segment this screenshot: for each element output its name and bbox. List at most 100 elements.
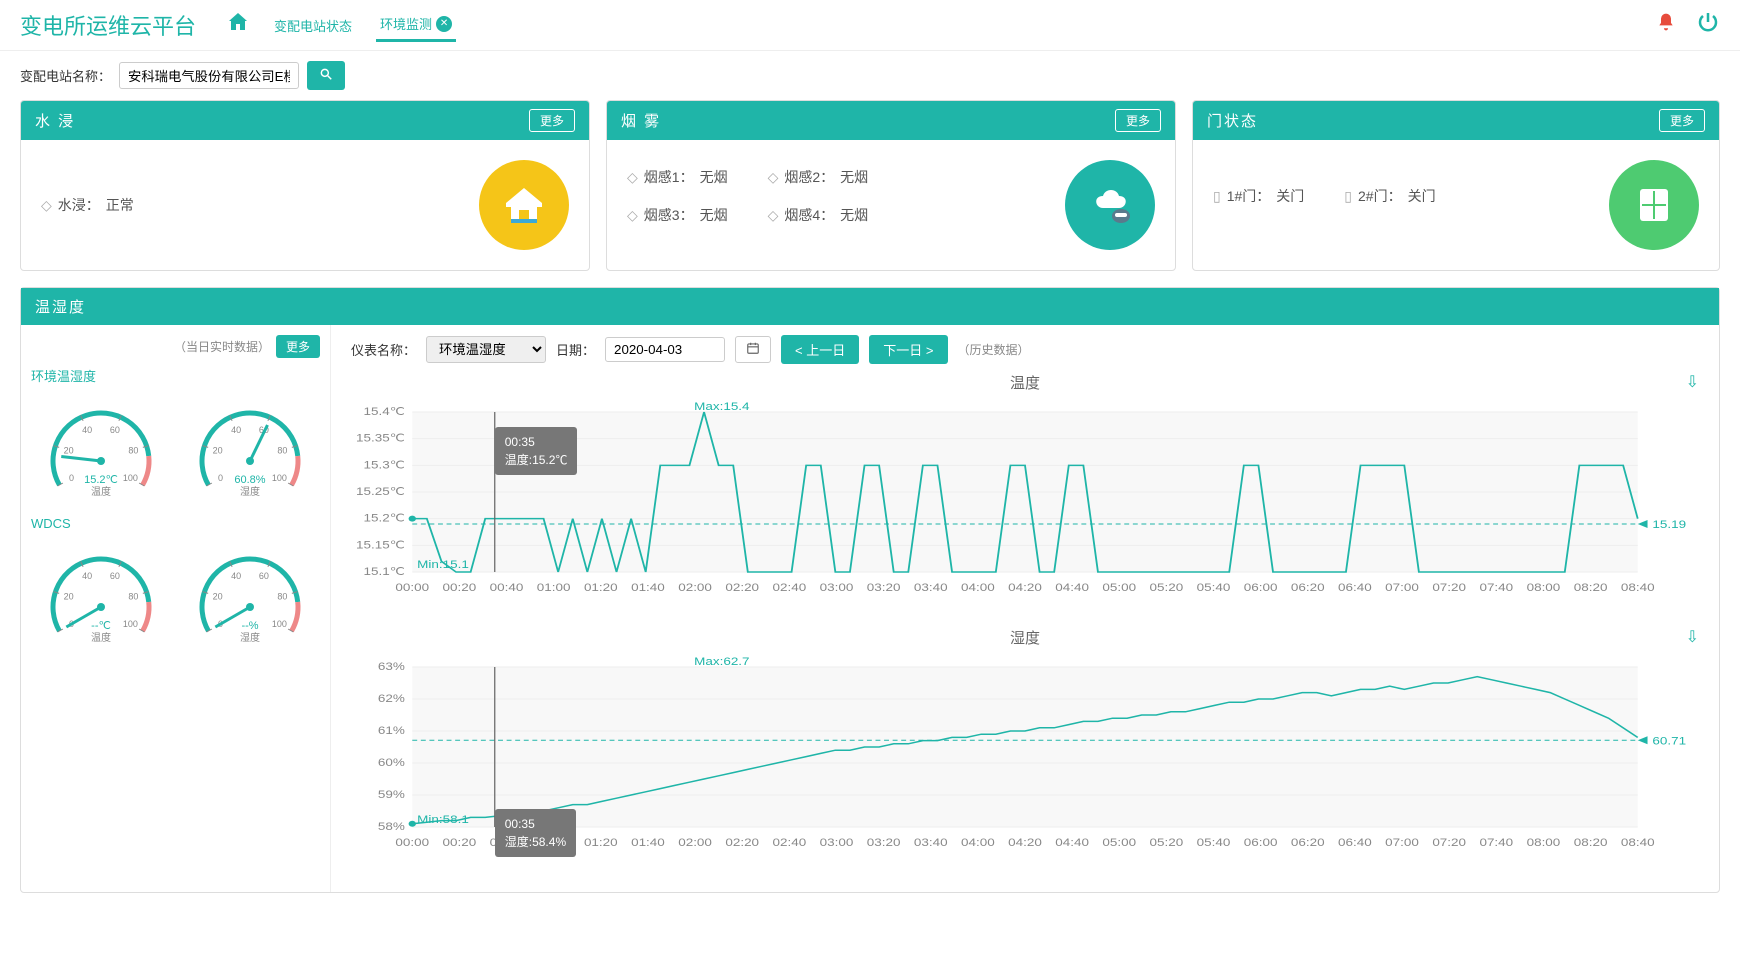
door-status-item: ▯2#门：关门 <box>1344 186 1435 206</box>
gauges-more-button[interactable]: 更多 <box>276 335 320 358</box>
svg-text:07:00: 07:00 <box>1385 836 1419 849</box>
calendar-button[interactable] <box>735 336 771 363</box>
meter-select[interactable]: 环境温湿度 <box>426 336 546 363</box>
svg-text:80: 80 <box>128 445 138 455</box>
svg-text:20: 20 <box>213 591 223 601</box>
date-input[interactable] <box>605 337 725 362</box>
tab-station-status[interactable]: 变配电站状态 <box>270 8 356 42</box>
search-button[interactable] <box>307 61 345 90</box>
gauge: 020406080100 15.2℃ 温度 <box>36 391 166 504</box>
svg-text:15.25℃: 15.25℃ <box>356 485 405 498</box>
svg-text:04:40: 04:40 <box>1055 836 1089 849</box>
svg-text:06:20: 06:20 <box>1291 836 1325 849</box>
prev-day-button[interactable]: < 上一日 <box>781 335 859 364</box>
meter-label: 仪表名称： <box>351 340 416 359</box>
download-icon[interactable]: ⇩ <box>1686 372 1699 392</box>
svg-text:07:20: 07:20 <box>1432 581 1466 594</box>
next-day-button[interactable]: 下一日 > <box>869 335 947 364</box>
svg-text:01:40: 01:40 <box>631 836 665 849</box>
app-logo: 变电所运维云平台 <box>20 9 196 41</box>
svg-text:100: 100 <box>123 473 138 483</box>
svg-text:15.2℃: 15.2℃ <box>364 512 405 525</box>
svg-text:01:00: 01:00 <box>537 836 571 849</box>
svg-text:60.71: 60.71 <box>1652 734 1686 747</box>
svg-text:20: 20 <box>63 445 73 455</box>
svg-text:08:40: 08:40 <box>1621 581 1655 594</box>
svg-text:00:40: 00:40 <box>490 836 524 849</box>
svg-text:00:00: 00:00 <box>395 836 429 849</box>
svg-text:20: 20 <box>63 591 73 601</box>
power-icon[interactable] <box>1696 10 1720 40</box>
svg-text:00:20: 00:20 <box>443 836 477 849</box>
svg-text:01:00: 01:00 <box>537 581 571 594</box>
smoke-more-button[interactable]: 更多 <box>1115 109 1161 132</box>
gauge: 020406080100 --℃ 温度 <box>36 537 166 650</box>
svg-text:40: 40 <box>231 571 241 581</box>
svg-text:04:20: 04:20 <box>1008 836 1042 849</box>
station-name-input[interactable] <box>119 62 299 89</box>
svg-text:02:40: 02:40 <box>772 836 806 849</box>
svg-text:15.3℃: 15.3℃ <box>364 458 405 471</box>
svg-text:100: 100 <box>272 619 287 629</box>
svg-text:100: 100 <box>272 473 287 483</box>
svg-text:--℃: --℃ <box>91 620 111 632</box>
svg-text:07:40: 07:40 <box>1479 581 1513 594</box>
water-status-item: ◇ 水浸： 正常 <box>41 195 479 215</box>
svg-text:01:40: 01:40 <box>631 581 665 594</box>
svg-text:湿度: 湿度 <box>240 631 260 644</box>
svg-text:03:40: 03:40 <box>914 836 948 849</box>
drop-icon: ◇ <box>768 207 779 224</box>
svg-text:15.2℃: 15.2℃ <box>84 474 118 486</box>
svg-text:07:20: 07:20 <box>1432 836 1466 849</box>
svg-text:Max:62.7: Max:62.7 <box>694 655 750 668</box>
close-icon[interactable]: ✕ <box>436 16 452 32</box>
history-label: （历史数据） <box>958 341 1030 358</box>
svg-text:08:40: 08:40 <box>1621 836 1655 849</box>
smoke-card-icon <box>1065 160 1155 250</box>
door-icon: ▯ <box>1344 188 1352 205</box>
svg-text:08:00: 08:00 <box>1527 836 1561 849</box>
smoke-status-item: ◇烟感2：无烟 <box>768 167 869 187</box>
smoke-card-title: 烟 雾 <box>621 110 661 131</box>
svg-text:Max:15.4: Max:15.4 <box>694 400 750 413</box>
svg-text:06:20: 06:20 <box>1291 581 1325 594</box>
gauge-group-title: WDCS <box>31 516 320 531</box>
svg-text:04:00: 04:00 <box>961 836 995 849</box>
svg-text:03:00: 03:00 <box>820 581 854 594</box>
door-more-button[interactable]: 更多 <box>1659 109 1705 132</box>
bell-icon[interactable] <box>1656 12 1676 38</box>
tab-env-label: 环境监测 <box>380 14 432 33</box>
door-card: 门状态 更多 ▯1#门：关门 ▯2#门：关门 <box>1192 100 1720 271</box>
svg-text:Min:58.1: Min:58.1 <box>417 813 469 826</box>
svg-text:01:20: 01:20 <box>584 581 618 594</box>
water-more-button[interactable]: 更多 <box>529 109 575 132</box>
hum-chart-title: 湿度 <box>351 627 1699 648</box>
svg-text:80: 80 <box>278 591 288 601</box>
svg-text:100: 100 <box>123 619 138 629</box>
tab-env-monitor[interactable]: 环境监测 ✕ <box>376 8 456 42</box>
svg-text:63%: 63% <box>378 660 405 673</box>
drop-icon: ◇ <box>627 169 638 186</box>
download-icon[interactable]: ⇩ <box>1686 627 1699 647</box>
svg-text:07:40: 07:40 <box>1479 836 1513 849</box>
smoke-status-item: ◇烟感3：无烟 <box>627 205 728 225</box>
svg-text:61%: 61% <box>378 724 405 737</box>
svg-text:08:20: 08:20 <box>1574 836 1608 849</box>
svg-text:59%: 59% <box>378 788 405 801</box>
temphum-card: 温湿度 （当日实时数据） 更多 环境温湿度 020406080100 15.2℃… <box>20 287 1720 893</box>
svg-text:06:00: 06:00 <box>1244 581 1278 594</box>
svg-text:05:00: 05:00 <box>1102 836 1136 849</box>
svg-text:湿度: 湿度 <box>240 485 260 498</box>
svg-text:00:40: 00:40 <box>490 581 524 594</box>
svg-text:06:00: 06:00 <box>1244 836 1278 849</box>
door-status-item: ▯1#门：关门 <box>1213 186 1304 206</box>
realtime-label: （当日实时数据） <box>174 338 270 355</box>
svg-text:02:00: 02:00 <box>678 581 712 594</box>
home-icon[interactable] <box>226 10 250 40</box>
svg-text:15.1℃: 15.1℃ <box>364 565 405 578</box>
svg-text:0: 0 <box>69 473 74 483</box>
svg-text:60%: 60% <box>378 756 405 769</box>
gauge: 020406080100 60.8% 湿度 <box>185 391 315 504</box>
door-card-title: 门状态 <box>1207 110 1258 131</box>
drop-icon: ◇ <box>627 207 638 224</box>
